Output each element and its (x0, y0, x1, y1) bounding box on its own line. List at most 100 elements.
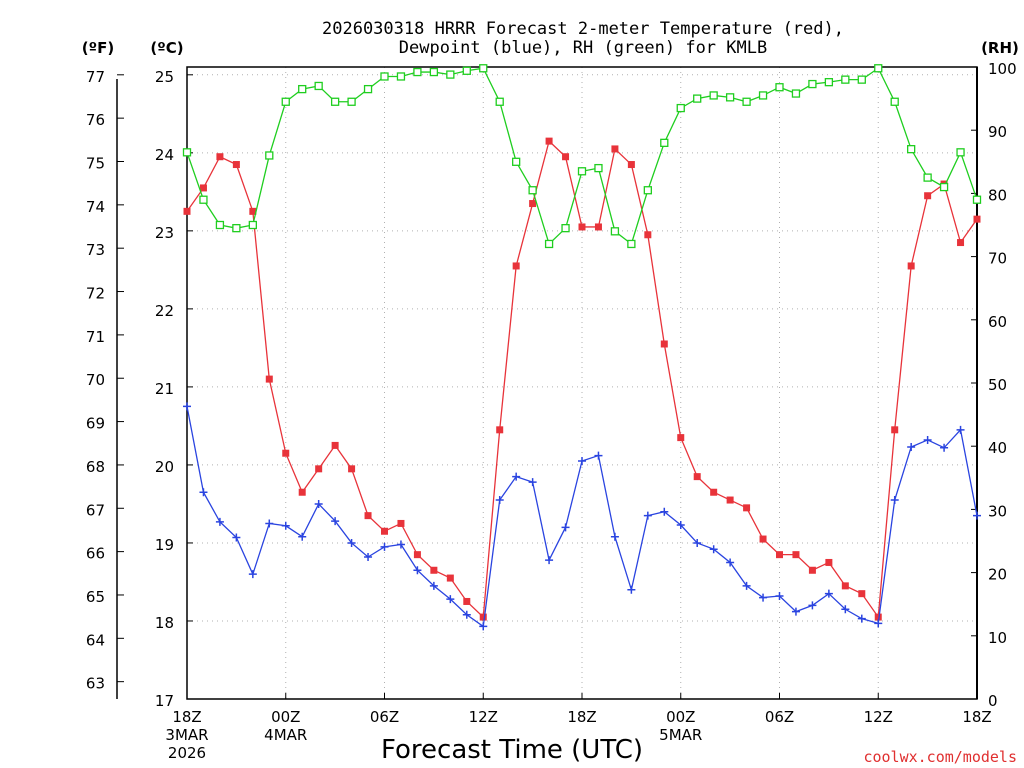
rh-point (824, 78, 834, 87)
temperature-point (841, 582, 849, 590)
dewpoint-point (907, 442, 916, 451)
fahrenheit-unit-label: (ºF) (82, 39, 114, 57)
temperature-point (874, 613, 882, 621)
rh-point (544, 239, 554, 249)
rh-point (512, 157, 521, 166)
temperature-point (479, 613, 487, 621)
rh-point (281, 97, 290, 106)
series (182, 64, 982, 631)
temperature-point (381, 527, 388, 535)
temperature-point (216, 153, 224, 161)
temperature-point (463, 597, 471, 605)
dewpoint-point (380, 542, 389, 551)
temperature-point (891, 426, 899, 434)
celsius-tick-label: 19 (155, 536, 174, 554)
fahrenheit-tick-label: 69 (86, 415, 105, 433)
x-tick-label: 18Z (172, 708, 201, 726)
rh-point (627, 239, 636, 249)
rh-point (594, 163, 603, 173)
fahrenheit-tick-label: 74 (86, 198, 105, 216)
dewpoint-point (545, 556, 554, 565)
x-tick-label: 06Z (370, 708, 399, 726)
dewpoint-point (183, 402, 191, 411)
fahrenheit-tick-label: 77 (86, 68, 105, 86)
temperature-point (578, 223, 586, 231)
fahrenheit-tick-label: 66 (86, 545, 105, 563)
temperature-point (430, 566, 438, 574)
dewpoint-point (495, 496, 504, 505)
rh-point (396, 72, 406, 81)
celsius-tick-label: 23 (155, 224, 174, 242)
temperature-point (413, 551, 421, 559)
temperature-point (446, 574, 454, 582)
dewpoint-point (594, 451, 603, 460)
chart-title-line2: Dewpoint (blue), RH (green) for KMLB (399, 38, 767, 58)
dewpoint-point (298, 532, 307, 541)
x-tick-label: 00Z (271, 708, 300, 726)
dewpoint-point (462, 610, 471, 619)
fahrenheit-tick-label: 63 (86, 675, 105, 693)
x-tick-date: 3MAR (165, 726, 208, 744)
rh-point (363, 84, 373, 94)
temperature-point (232, 161, 240, 169)
rh-tick-label: 70 (988, 250, 1007, 268)
dewpoint-point (775, 592, 784, 601)
dewpoint-point (446, 595, 455, 604)
celsius-tick-label: 22 (155, 302, 174, 320)
rh-point (874, 64, 883, 73)
temperature-point (726, 496, 734, 504)
rh-point (330, 97, 340, 106)
temperature-point (858, 590, 866, 598)
temperature-point (808, 566, 816, 574)
dewpoint-point (940, 443, 949, 452)
fahrenheit-tick-label: 64 (86, 631, 105, 649)
rh-point (380, 72, 389, 81)
rh-tick-label: 20 (988, 566, 1007, 584)
dewpoint-point (791, 607, 800, 616)
rh-point (660, 138, 669, 147)
dewpoint-point (479, 622, 488, 631)
rh-point (857, 75, 866, 84)
rh-tick-label: 80 (988, 186, 1007, 204)
celsius-unit-label: (ºC) (150, 39, 183, 57)
temperature-point (743, 504, 751, 512)
rh-point (758, 91, 768, 100)
rh-point (199, 195, 208, 204)
credit-link[interactable]: coolwx.com/models (863, 748, 1017, 766)
temperature-point (249, 207, 257, 215)
rh-point (775, 83, 784, 92)
dewpoint-point (561, 523, 570, 532)
dewpoint-point (265, 519, 274, 528)
rh-point (742, 97, 751, 106)
dewpoint-point (808, 601, 817, 610)
temperature-point (183, 207, 191, 215)
rh-point (413, 67, 422, 77)
celsius-tick-label: 25 (155, 68, 174, 86)
fahrenheit-tick-label: 71 (86, 328, 105, 346)
temperature-point (265, 375, 273, 383)
temperature-point (594, 223, 602, 231)
fahrenheit-tick-label: 65 (86, 588, 105, 606)
rh-tick-label: 60 (988, 313, 1007, 331)
temperature-point (512, 262, 520, 270)
dewpoint-point (528, 478, 537, 487)
rh-point (446, 70, 455, 79)
rh-tick-label: 100 (988, 60, 1017, 78)
dewpoint-point (413, 566, 422, 575)
x-tick-label: 12Z (864, 708, 893, 726)
temperature-point (710, 488, 718, 496)
temperature-point (199, 184, 207, 192)
temperature-point (298, 488, 306, 496)
dewpoint-point (874, 619, 883, 628)
rh-point (956, 148, 965, 157)
rh-point (462, 66, 471, 75)
dewpoint-point (281, 521, 290, 530)
dewpoint-point (759, 593, 768, 602)
rh-tick-label: 0 (988, 692, 998, 710)
celsius-tick-label: 21 (155, 380, 174, 398)
celsius-tick-label: 17 (155, 692, 174, 710)
rh-point (182, 148, 192, 157)
dewpoint-point (709, 545, 718, 554)
grid (187, 67, 977, 699)
